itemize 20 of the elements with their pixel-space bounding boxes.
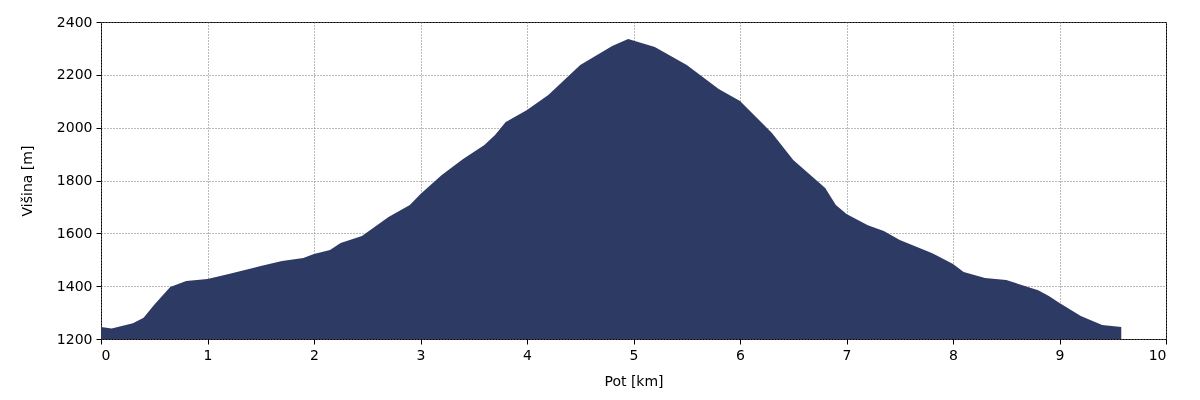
x-tick-label: 1 [203, 346, 213, 363]
y-tick-label: 1800 [56, 172, 93, 188]
x-tick-label: 5 [629, 346, 639, 363]
y-tick-label: 2200 [56, 66, 93, 83]
x-tick-label: 8 [949, 346, 958, 363]
y-tick-label: 2400 [56, 13, 93, 30]
y-tick-label: 1200 [56, 330, 93, 347]
y-tick-label: 2000 [56, 119, 93, 136]
y-tick-label: 1400 [56, 277, 93, 294]
y-axis-title: Višina [m] [18, 145, 35, 217]
x-tick-label: 7 [842, 346, 852, 363]
x-tick-label: 9 [1055, 346, 1065, 363]
x-tick-label: 4 [523, 346, 533, 363]
y-tick-label: 1600 [56, 224, 93, 241]
x-tick-label: 3 [416, 346, 426, 363]
x-tick-label: 6 [736, 346, 746, 363]
x-tick-label: 0 [101, 346, 111, 363]
x-tick-label: 10 [1148, 346, 1167, 363]
x-axis-title: Pot [km] [604, 372, 664, 389]
x-tick-label: 2 [310, 346, 319, 363]
